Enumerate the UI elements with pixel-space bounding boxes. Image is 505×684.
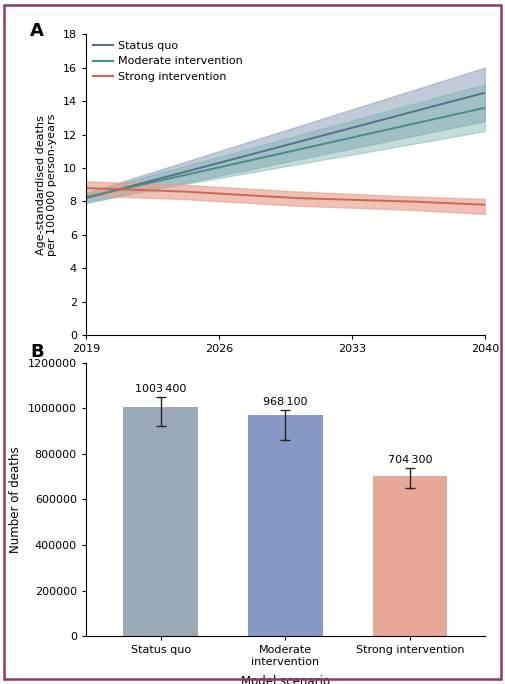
Bar: [248, 415, 323, 636]
X-axis label: Model scenario: Model scenario: [241, 675, 330, 684]
Text: 1003 400: 1003 400: [135, 384, 186, 395]
Text: 968 100: 968 100: [263, 397, 308, 407]
Text: B: B: [30, 343, 43, 361]
Y-axis label: Number of deaths: Number of deaths: [9, 446, 22, 553]
Y-axis label: Age-standardised deaths
per 100 000 person-years: Age-standardised deaths per 100 000 pers…: [35, 114, 57, 256]
Bar: [123, 408, 198, 636]
Text: 704 300: 704 300: [388, 455, 432, 465]
Legend: Status quo, Moderate intervention, Strong intervention: Status quo, Moderate intervention, Stron…: [88, 36, 247, 86]
Bar: [373, 475, 447, 636]
Text: A: A: [30, 22, 44, 40]
